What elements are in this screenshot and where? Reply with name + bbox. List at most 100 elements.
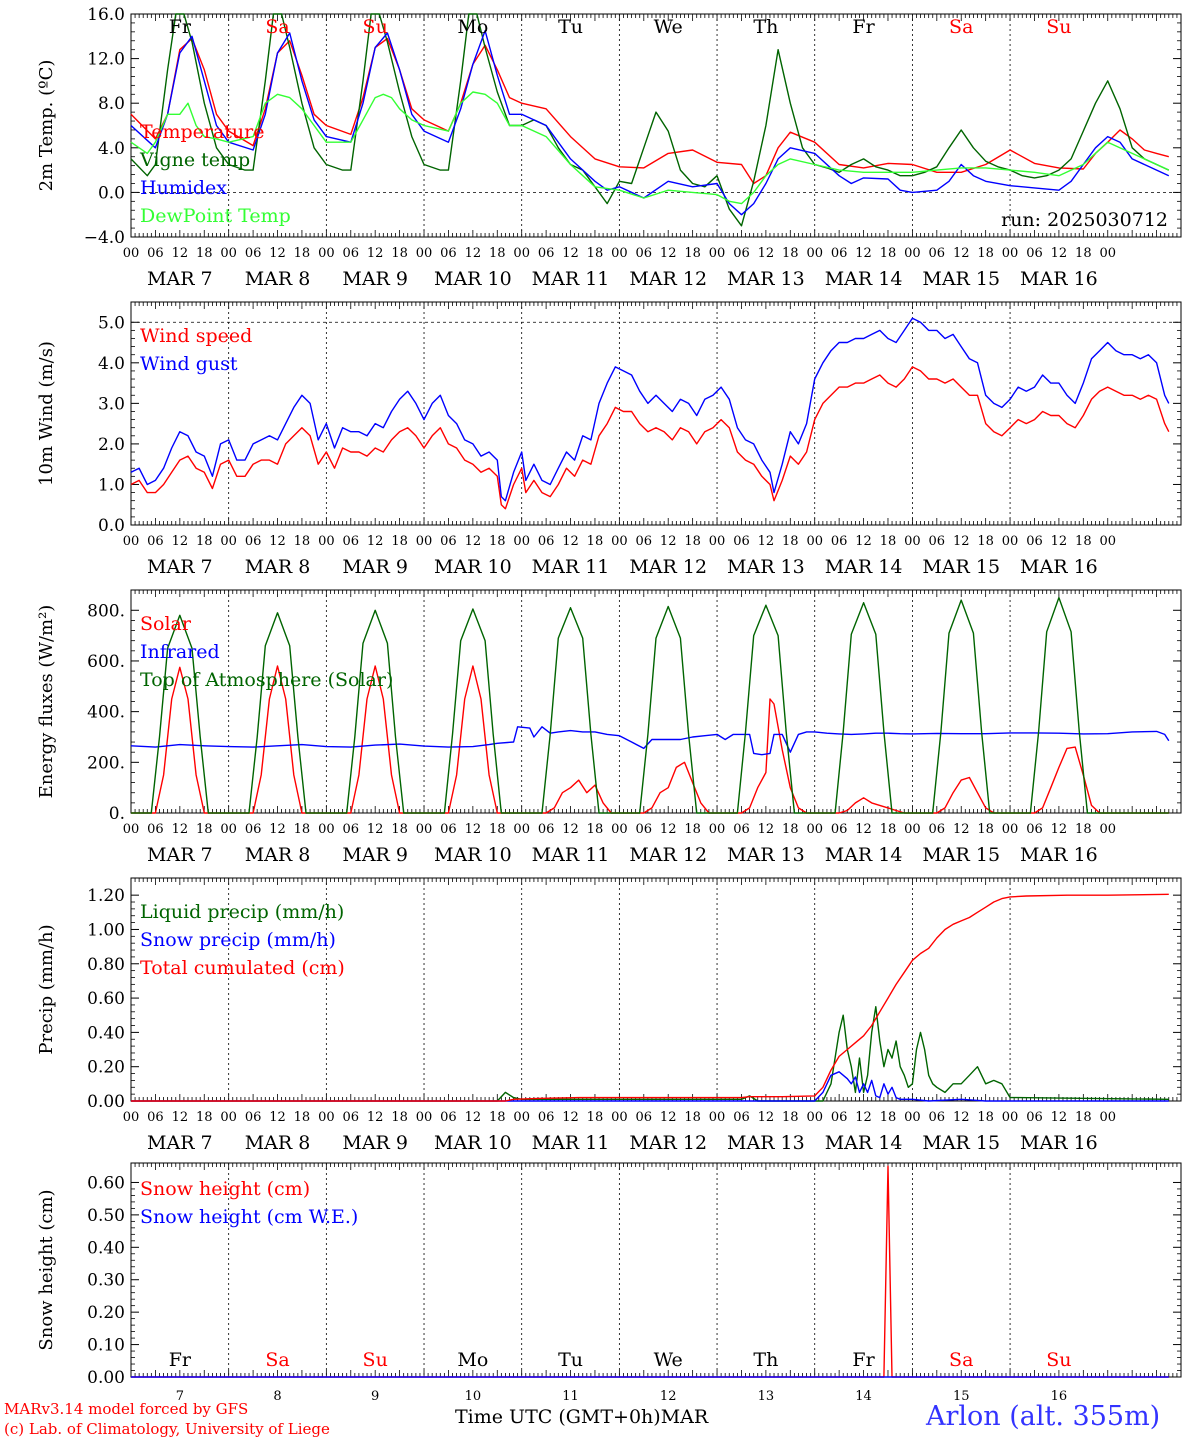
day-label: MAR 10 [434,1132,512,1154]
hour-tick-label: 18 [782,1110,799,1125]
legend-entry: Snow height (cm) [140,1178,310,1200]
hour-tick-label: 00 [220,534,237,549]
hour-tick-label: 12 [562,822,579,837]
hour-tick-label: 18 [391,1110,408,1125]
hour-tick-label: 18 [587,822,604,837]
day-label: MAR 9 [342,1132,408,1154]
hour-tick-label: 12 [172,246,189,261]
day-label: MAR 15 [922,1132,1000,1154]
day-label: MAR 12 [629,844,707,866]
day-label: MAR 11 [532,844,610,866]
day-label: MAR 8 [245,1132,311,1154]
x-minor-ticks [130,14,1182,237]
hour-tick-label: 06 [636,246,653,261]
hour-tick-label: 06 [1026,822,1043,837]
hour-tick-label: 06 [147,246,164,261]
hour-tick-label: 06 [440,534,457,549]
hour-tick-label: 06 [147,822,164,837]
day-label: MAR 8 [245,556,311,578]
hour-tick-label: 06 [929,1110,946,1125]
day-number-label: 8 [273,1389,281,1404]
hour-tick-label: 00 [904,534,921,549]
panel-2: 0.0 1.0 2.0 3.0 4.0 5.0 10m Wind (m/s) Wind spe… [36,301,1182,578]
hour-tick-label: 18 [587,534,604,549]
hour-tick-label: 06 [636,1110,653,1125]
hour-tick-label: 18 [1075,246,1092,261]
day-label: MAR 16 [1020,844,1098,866]
plot-frame [130,301,1182,526]
hour-tick-label: 18 [489,246,506,261]
weekday-label: Su [1046,16,1071,38]
day-number-label: 11 [562,1389,579,1404]
hour-tick-label: 18 [977,534,994,549]
hour-tick-label: 06 [245,246,262,261]
legend-entry: Snow precip (mm/h) [140,929,336,951]
hour-tick-label: 06 [147,534,164,549]
day-label: MAR 15 [922,268,1000,290]
hour-tick-label: 00 [904,246,921,261]
hour-tick-label: 06 [831,822,848,837]
panel-1: −4.0 0.0 4.0 8.0 12.0 16.0 2m Temp. (ºC) Temper… [36,5,1182,290]
day-number-label: 14 [855,1389,872,1404]
hour-tick-label: 00 [709,822,726,837]
series-line [130,726,1170,756]
hour-tick-label: 12 [1051,246,1068,261]
weekday-label: Fr [852,16,875,38]
hour-tick-label: 00 [611,822,628,837]
y-tick-label: 0.20 [87,1303,125,1323]
day-label: MAR 9 [342,268,408,290]
legend-entry: Vigne temp [139,149,250,171]
y-axis-title: Energy fluxes (W/m²) [36,605,57,799]
y-axis-title: Snow height (cm) [36,1189,57,1350]
legend-entry: Solar [140,613,192,635]
hour-tick-label: 00 [416,246,433,261]
day-label: MAR 12 [629,1132,707,1154]
hour-tick-label: 06 [733,822,750,837]
hour-tick-label: 00 [611,1110,628,1125]
x-minor-ticks [130,590,1182,813]
day-label: MAR 13 [727,844,805,866]
hour-tick-label: 00 [416,1110,433,1125]
day-number-label: 13 [758,1389,775,1404]
hour-tick-label: 18 [196,1110,213,1125]
weekday-label: Fr [169,1349,192,1371]
hour-tick-label: 12 [562,1110,579,1125]
hour-tick-label: 12 [172,534,189,549]
day-label: MAR 11 [532,268,610,290]
y-tick-label: 1.00 [87,920,125,940]
day-label: MAR 10 [434,844,512,866]
hour-tick-label: 06 [342,822,359,837]
hour-tick-label: 06 [342,246,359,261]
hour-tick-label: 00 [318,246,335,261]
hour-tick-label: 18 [684,246,701,261]
day-label: MAR 14 [825,1132,903,1154]
hour-tick-label: 12 [269,246,286,261]
run-label: run: 2025030712 [1001,209,1168,231]
hour-tick-label: 12 [367,246,384,261]
y-axis-title: Precip (mm/h) [36,924,57,1054]
weekday-label: We [654,1349,683,1371]
panel-4: 0.00 0.20 0.40 0.60 0.80 1.00 1.20 Precip (mm/h… [36,877,1182,1154]
hour-tick-label: 06 [929,534,946,549]
day-label: MAR 16 [1020,556,1098,578]
hour-tick-label: 06 [1026,534,1043,549]
hour-tick-label: 00 [806,822,823,837]
hour-tick-label: 12 [269,534,286,549]
y-tick-label: 0.40 [87,1023,125,1043]
hour-tick-label: 18 [880,822,897,837]
weekday-label: Sa [265,16,289,38]
y-tick-label: 0.20 [87,1058,125,1078]
x-minor-ticks [130,1163,1182,1377]
y-axis-title: 10m Wind (m/s) [36,341,57,486]
day-label: MAR 10 [434,268,512,290]
series-line [131,893,1169,1102]
hour-tick-label: 18 [196,822,213,837]
hour-tick-label: 18 [1075,1110,1092,1125]
hour-tick-label: 18 [880,246,897,261]
hour-tick-label: 18 [977,822,994,837]
hour-tick-label: 00 [1099,246,1116,261]
y-tick-label: 12.0 [87,50,125,70]
hour-tick-label: 00 [709,246,726,261]
weekday-label: Tu [558,16,583,38]
hour-tick-label: 00 [513,822,530,837]
